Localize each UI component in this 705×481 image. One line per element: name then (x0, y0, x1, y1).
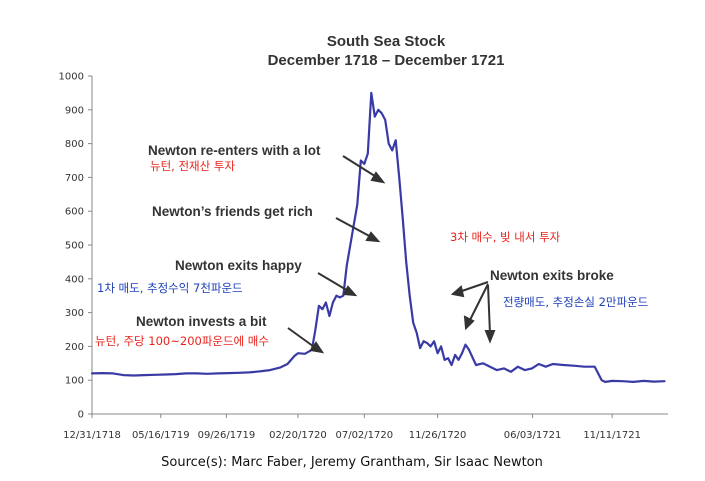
x-tick-label: 06/03/1721 (504, 430, 562, 441)
y-tick-label: 100 (65, 376, 84, 387)
annotation-re-enters-ko: 뉴턴, 전재산 투자 (150, 159, 235, 173)
annotation-re-enters: Newton re-enters with a lot (148, 143, 321, 158)
y-tick-label: 800 (65, 139, 84, 150)
annotation-invests-a-bit: Newton invests a bit (136, 314, 267, 329)
series-line (90, 91, 666, 383)
y-tick-label: 0 (78, 410, 84, 421)
arrow-invests-a-bit (287, 327, 318, 350)
x-tick-label: 11/11/1721 (583, 430, 641, 441)
arrow-exits-broke-2 (468, 283, 489, 323)
x-tick-label: 07/02/1720 (335, 430, 393, 441)
x-tick-label: 02/20/1720 (269, 430, 327, 441)
arrowhead-exits-broke-3 (484, 330, 496, 344)
y-tick-label: 900 (65, 105, 84, 116)
y-tick-label: 300 (65, 308, 84, 319)
arrow-re-enters (342, 155, 379, 179)
y-tick-label: 1000 (59, 72, 84, 83)
arrowhead-exits-happy (342, 285, 358, 297)
arrow-exits-broke-1 (458, 281, 489, 293)
annotation-third-buy-ko: 3차 매수, 빚 내서 투자 (450, 230, 561, 244)
y-tick-label: 600 (65, 207, 84, 218)
y-tick-label: 400 (65, 274, 84, 285)
annotation-arrows (287, 155, 496, 354)
source-caption: Source(s): Marc Faber, Jeremy Grantham, … (161, 455, 543, 470)
annotation-exits-broke-ko: 전량매도, 추정손실 2만파운드 (503, 295, 648, 309)
arrowhead-re-enters (370, 171, 386, 184)
x-tick-label: 05/16/1719 (132, 430, 190, 441)
chart-subtitle: December 1718 – December 1721 (268, 52, 505, 69)
arrowhead-invests-a-bit (309, 341, 325, 354)
y-tick-label: 200 (65, 342, 84, 353)
arrow-friends-get-rich (335, 217, 374, 239)
arrow-exits-happy (317, 272, 351, 293)
annotation-exits-broke: Newton exits broke (490, 268, 614, 283)
annotation-invests-a-bit-ko: 뉴턴, 주당 100~200파운드에 매수 (95, 334, 269, 348)
annotation-friends-get-rich: Newton’s friends get rich (152, 204, 313, 219)
arrowhead-exits-broke-1 (450, 285, 465, 298)
x-tick-label: 09/26/1719 (198, 430, 256, 441)
arrow-exits-broke-3 (487, 284, 491, 335)
x-tick-label: 12/31/1718 (63, 430, 121, 441)
arrowhead-friends-get-rich (365, 231, 381, 243)
arrowhead-exits-broke-2 (463, 315, 475, 331)
x-tick-label: 11/26/1720 (409, 430, 467, 441)
series-layer (90, 91, 666, 383)
x-axis: 12/31/1718 05/16/1719 09/26/1719 02/20/1720… (63, 413, 668, 441)
annotation-exits-happy-ko: 1차 매도, 추정수익 7천파운드 (97, 281, 243, 295)
y-axis: 0 100 200 300 400 500 600 700 800 900 1000 (59, 72, 93, 421)
y-tick-label: 700 (65, 173, 84, 184)
chart-title: South Sea Stock (327, 33, 446, 50)
y-tick-label: 500 (65, 241, 84, 252)
annotation-exits-happy: Newton exits happy (175, 258, 302, 273)
